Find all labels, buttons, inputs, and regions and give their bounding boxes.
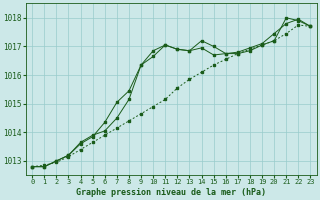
- X-axis label: Graphe pression niveau de la mer (hPa): Graphe pression niveau de la mer (hPa): [76, 188, 266, 197]
